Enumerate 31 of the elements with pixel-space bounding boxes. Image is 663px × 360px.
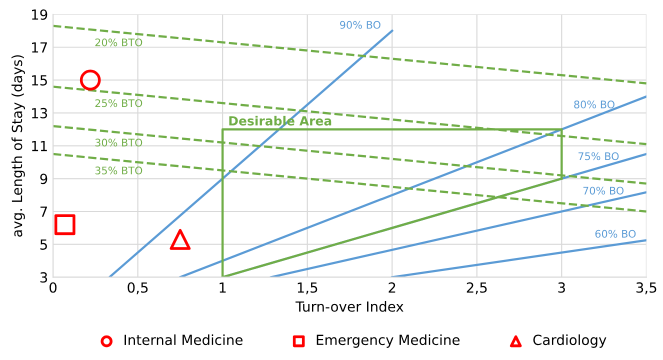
- x-axis-title: Turn-over Index: [296, 301, 404, 312]
- y-tick-label: 7: [40, 206, 47, 217]
- x-tick-label: 1,5: [298, 282, 318, 294]
- series-label: 80% BO: [574, 100, 614, 108]
- x-tick-label: 3,5: [636, 282, 656, 294]
- series-label: 75% BO: [578, 152, 619, 160]
- x-tick-label: 1: [220, 282, 226, 293]
- series-label: 60% BO: [595, 230, 636, 238]
- series-label: 70% BO: [583, 186, 624, 195]
- y-axis-title: avg. Length of Stay (days): [12, 55, 25, 237]
- legend-label: Emergency Medicine: [316, 334, 460, 348]
- y-tick-label: 13: [32, 108, 48, 118]
- series-label: 30% BTO: [95, 138, 142, 147]
- x-tick-label: 2: [388, 282, 396, 293]
- y-tick-label: 17: [32, 42, 47, 53]
- legend-label: Internal Medicine: [124, 334, 243, 346]
- x-tick-label: 0: [50, 282, 57, 293]
- legend-label: Cardiology: [533, 334, 606, 348]
- y-tick-label: 19: [32, 9, 48, 20]
- y-tick-label: 3: [40, 272, 48, 283]
- y-tick-label: 9: [40, 174, 48, 184]
- series-label: 25% BTO: [95, 99, 142, 108]
- x-tick-label: 2,5: [466, 282, 487, 294]
- x-tick-label: 0,5: [128, 282, 148, 294]
- series-label: 35% BTO: [95, 166, 142, 174]
- y-tick-label: 11: [32, 140, 47, 152]
- series-label: 20% BTO: [95, 38, 142, 46]
- y-tick-label: 15: [32, 75, 47, 86]
- y-tick-label: 5: [40, 240, 47, 250]
- series-label: 90% BO: [340, 20, 380, 29]
- x-tick-label: 3: [558, 282, 565, 293]
